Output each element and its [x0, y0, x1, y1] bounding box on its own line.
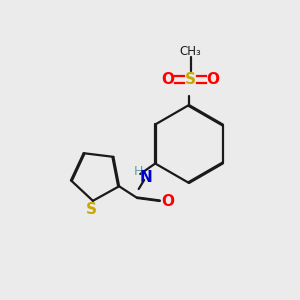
- Text: O: O: [206, 72, 220, 87]
- Text: S: S: [185, 72, 196, 87]
- Text: O: O: [161, 72, 175, 87]
- Text: S: S: [86, 202, 97, 217]
- Text: CH₃: CH₃: [180, 44, 201, 58]
- Text: H: H: [134, 165, 143, 178]
- Text: O: O: [162, 194, 175, 208]
- Text: N: N: [140, 170, 153, 185]
